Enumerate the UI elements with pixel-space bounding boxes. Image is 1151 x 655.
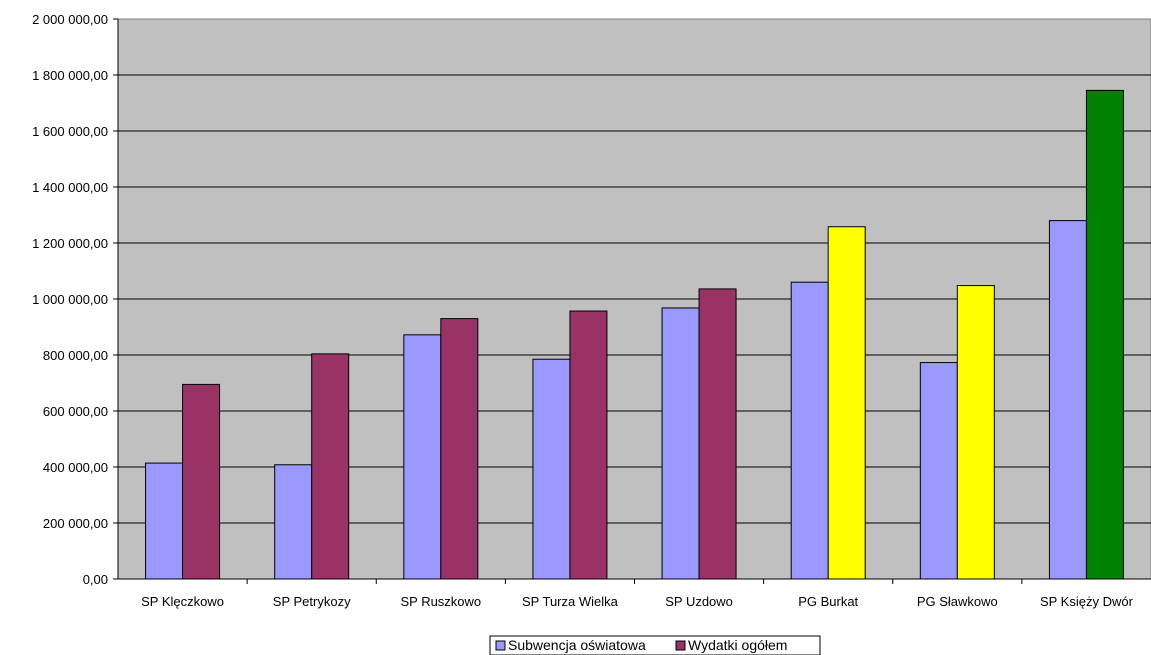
y-tick-label: 1 000 000,00 bbox=[32, 292, 108, 307]
bar-wydatki bbox=[182, 383, 221, 580]
bar-subwencja bbox=[145, 462, 184, 580]
bar-subwencja bbox=[661, 307, 700, 580]
bar-subwencja bbox=[790, 281, 829, 580]
bar-subwencja bbox=[274, 464, 313, 580]
y-tick-label: 1 600 000,00 bbox=[32, 124, 108, 139]
bar-wydatki bbox=[827, 226, 866, 580]
bar-subwencja bbox=[403, 334, 442, 580]
x-tick-label: PG Burkat bbox=[798, 594, 858, 609]
legend-swatch-wydatki bbox=[675, 640, 686, 651]
legend: Subwencja oświatowa Wydatki ogółem bbox=[489, 635, 821, 655]
x-tick-label: SP Turza Wielka bbox=[522, 594, 619, 609]
legend-swatch-subwencja bbox=[495, 640, 506, 651]
bar-subwencja bbox=[1048, 220, 1087, 580]
bar-wydatki bbox=[440, 318, 479, 580]
bar-wydatki bbox=[311, 353, 350, 580]
x-tick-label: SP Klęczkowo bbox=[141, 594, 224, 609]
x-axis: SP Klęczkowo SP Petrykozy SP Ruszkowo SP Tu… bbox=[118, 578, 1151, 609]
y-tick-label: 2 000 000,00 bbox=[32, 12, 108, 27]
y-axis: 0,00 200 000,00 400 000,00 600 000,00 800 00… bbox=[32, 12, 119, 587]
y-tick-label: 0,00 bbox=[83, 572, 108, 587]
bar-wydatki bbox=[1085, 89, 1124, 580]
x-tick-label: SP Petrykozy bbox=[273, 594, 351, 609]
y-tick-label: 400 000,00 bbox=[43, 460, 108, 475]
bars bbox=[145, 89, 1124, 580]
legend-label-wydatki: Wydatki ogółem bbox=[688, 637, 787, 653]
x-tick-label: SP Ruszkowo bbox=[400, 594, 481, 609]
legend-label-subwencja: Subwencja oświatowa bbox=[508, 637, 646, 653]
bar-subwencja bbox=[532, 358, 571, 580]
x-tick-label: SP Uzdowo bbox=[665, 594, 733, 609]
x-tick-label: SP Księży Dwór bbox=[1040, 594, 1134, 609]
y-tick-label: 800 000,00 bbox=[43, 348, 108, 363]
bar-subwencja bbox=[919, 362, 958, 580]
legend-box bbox=[489, 635, 821, 655]
bar-wydatki bbox=[569, 310, 608, 580]
y-tick-label: 1 200 000,00 bbox=[32, 236, 108, 251]
bar-wydatki bbox=[698, 288, 737, 580]
y-tick-label: 600 000,00 bbox=[43, 404, 108, 419]
x-tick-label: PG Sławkowo bbox=[917, 594, 998, 609]
y-tick-label: 1 800 000,00 bbox=[32, 68, 108, 83]
y-tick-label: 1 400 000,00 bbox=[32, 180, 108, 195]
y-tick-label: 200 000,00 bbox=[43, 516, 108, 531]
bar-wydatki bbox=[956, 285, 995, 580]
